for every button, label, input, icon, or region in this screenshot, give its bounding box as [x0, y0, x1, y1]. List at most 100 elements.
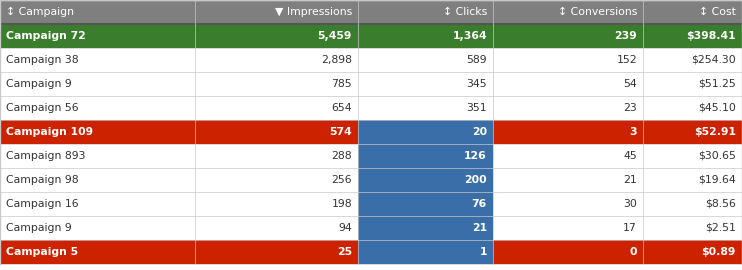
Bar: [195, 216, 358, 240]
Text: 200: 200: [464, 175, 487, 185]
Bar: [643, 192, 742, 216]
Bar: [493, 168, 643, 192]
Text: 152: 152: [617, 55, 637, 65]
Bar: [0, 120, 195, 144]
Text: 2,898: 2,898: [321, 55, 352, 65]
Text: $8.56: $8.56: [705, 199, 736, 209]
Bar: [493, 72, 643, 96]
Text: $30.65: $30.65: [698, 151, 736, 161]
Text: $45.10: $45.10: [698, 103, 736, 113]
Bar: [493, 24, 643, 48]
Bar: [643, 48, 742, 72]
Bar: [0, 144, 195, 168]
Text: $52.91: $52.91: [694, 127, 736, 137]
Text: ↕ Campaign: ↕ Campaign: [6, 7, 74, 17]
Bar: [358, 72, 493, 96]
Bar: [493, 192, 643, 216]
Text: ▼ Impressions: ▼ Impressions: [275, 7, 352, 17]
Bar: [493, 96, 643, 120]
Bar: [195, 0, 358, 24]
Bar: [195, 144, 358, 168]
Bar: [195, 24, 358, 48]
Bar: [493, 144, 643, 168]
Bar: [358, 48, 493, 72]
Bar: [493, 120, 643, 144]
Text: 21: 21: [472, 223, 487, 233]
Text: 17: 17: [623, 223, 637, 233]
Bar: [493, 48, 643, 72]
Text: Campaign 5: Campaign 5: [6, 247, 78, 257]
Text: Campaign 9: Campaign 9: [6, 223, 72, 233]
Text: $2.51: $2.51: [705, 223, 736, 233]
Text: $19.64: $19.64: [698, 175, 736, 185]
Bar: [643, 144, 742, 168]
Bar: [195, 240, 358, 264]
Bar: [358, 24, 493, 48]
Text: $0.89: $0.89: [702, 247, 736, 257]
Bar: [195, 72, 358, 96]
Bar: [643, 72, 742, 96]
Text: Campaign 16: Campaign 16: [6, 199, 79, 209]
Bar: [0, 96, 195, 120]
Bar: [643, 96, 742, 120]
Text: 198: 198: [332, 199, 352, 209]
Bar: [358, 144, 493, 168]
Text: 574: 574: [329, 127, 352, 137]
Bar: [0, 240, 195, 264]
Text: 351: 351: [467, 103, 487, 113]
Bar: [358, 240, 493, 264]
Text: 76: 76: [472, 199, 487, 209]
Text: 256: 256: [332, 175, 352, 185]
Text: 20: 20: [472, 127, 487, 137]
Text: 0: 0: [629, 247, 637, 257]
Bar: [643, 0, 742, 24]
Text: ↕ Cost: ↕ Cost: [699, 7, 736, 17]
Bar: [358, 0, 493, 24]
Text: 1: 1: [479, 247, 487, 257]
Bar: [643, 168, 742, 192]
Bar: [643, 216, 742, 240]
Bar: [358, 168, 493, 192]
Bar: [0, 216, 195, 240]
Bar: [0, 48, 195, 72]
Bar: [195, 48, 358, 72]
Text: 30: 30: [623, 199, 637, 209]
Bar: [358, 192, 493, 216]
Bar: [358, 96, 493, 120]
Bar: [0, 0, 195, 24]
Text: 345: 345: [467, 79, 487, 89]
Bar: [0, 192, 195, 216]
Text: 239: 239: [614, 31, 637, 41]
Bar: [195, 120, 358, 144]
Text: 45: 45: [623, 151, 637, 161]
Text: Campaign 38: Campaign 38: [6, 55, 79, 65]
Bar: [643, 240, 742, 264]
Text: 785: 785: [332, 79, 352, 89]
Bar: [0, 24, 195, 48]
Bar: [195, 96, 358, 120]
Text: 25: 25: [337, 247, 352, 257]
Text: Campaign 98: Campaign 98: [6, 175, 79, 185]
Bar: [195, 192, 358, 216]
Text: $398.41: $398.41: [686, 31, 736, 41]
Text: 654: 654: [332, 103, 352, 113]
Text: 21: 21: [623, 175, 637, 185]
Bar: [0, 168, 195, 192]
Text: Campaign 56: Campaign 56: [6, 103, 79, 113]
Text: 126: 126: [464, 151, 487, 161]
Bar: [195, 168, 358, 192]
Text: 5,459: 5,459: [318, 31, 352, 41]
Bar: [493, 216, 643, 240]
Text: 589: 589: [467, 55, 487, 65]
Text: Campaign 893: Campaign 893: [6, 151, 85, 161]
Text: 54: 54: [623, 79, 637, 89]
Text: ↕ Clicks: ↕ Clicks: [443, 7, 487, 17]
Text: Campaign 109: Campaign 109: [6, 127, 93, 137]
Text: $254.30: $254.30: [692, 55, 736, 65]
Text: 23: 23: [623, 103, 637, 113]
Bar: [0, 72, 195, 96]
Text: 288: 288: [332, 151, 352, 161]
Bar: [493, 0, 643, 24]
Text: Campaign 72: Campaign 72: [6, 31, 86, 41]
Text: 3: 3: [629, 127, 637, 137]
